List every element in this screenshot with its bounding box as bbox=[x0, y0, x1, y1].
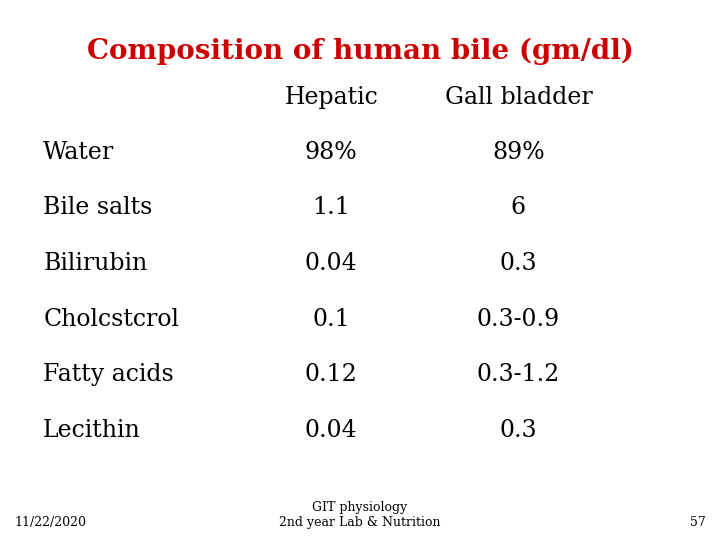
Text: 0.1: 0.1 bbox=[312, 308, 350, 330]
Text: 0.04: 0.04 bbox=[305, 252, 358, 275]
Text: 0.3: 0.3 bbox=[500, 419, 537, 442]
Text: Water: Water bbox=[43, 141, 114, 164]
Text: 89%: 89% bbox=[492, 141, 545, 164]
Text: 6: 6 bbox=[510, 197, 526, 219]
Text: Bile salts: Bile salts bbox=[43, 197, 153, 219]
Text: 0.3: 0.3 bbox=[500, 252, 537, 275]
Text: Hepatic: Hepatic bbox=[284, 86, 378, 109]
Text: Gall bladder: Gall bladder bbox=[444, 86, 593, 109]
Text: Cholcstcrol: Cholcstcrol bbox=[43, 308, 179, 330]
Text: 0.3-1.2: 0.3-1.2 bbox=[477, 363, 560, 386]
Text: GIT physiology
2nd year Lab & Nutrition: GIT physiology 2nd year Lab & Nutrition bbox=[279, 501, 441, 529]
Text: 0.3-0.9: 0.3-0.9 bbox=[477, 308, 560, 330]
Text: 11/22/2020: 11/22/2020 bbox=[14, 516, 86, 529]
Text: 1.1: 1.1 bbox=[312, 197, 350, 219]
Text: Bilirubin: Bilirubin bbox=[43, 252, 148, 275]
Text: Lecithin: Lecithin bbox=[43, 419, 141, 442]
Text: 57: 57 bbox=[690, 516, 706, 529]
Text: 98%: 98% bbox=[305, 141, 358, 164]
Text: Composition of human bile (gm/dl): Composition of human bile (gm/dl) bbox=[86, 38, 634, 65]
Text: 0.12: 0.12 bbox=[305, 363, 358, 386]
Text: Fatty acids: Fatty acids bbox=[43, 363, 174, 386]
Text: 0.04: 0.04 bbox=[305, 419, 358, 442]
